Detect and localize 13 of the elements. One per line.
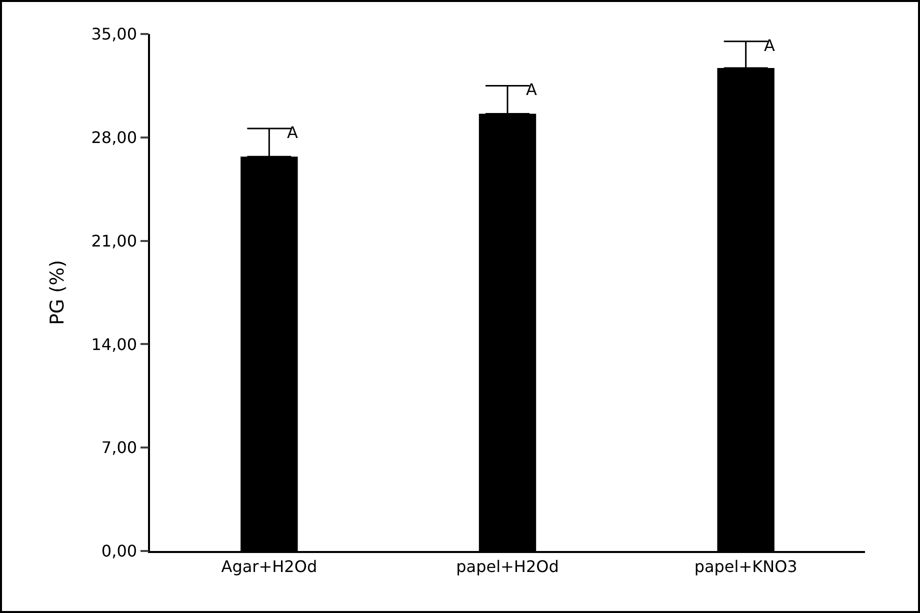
annotation: A xyxy=(764,36,775,55)
y-axis-title: PG (%) xyxy=(46,260,69,326)
annotation: A xyxy=(287,123,298,142)
y-tick-label: 35,00 xyxy=(91,24,138,44)
y-tick-label: 7,00 xyxy=(101,438,138,458)
x-tick-label: Agar+H2Od xyxy=(221,556,318,576)
x-tick-label: papel+H2Od xyxy=(456,556,559,576)
y-tick-label: 14,00 xyxy=(91,334,138,354)
y-tick-label: 0,00 xyxy=(101,542,138,561)
x-tick-label: papel+KNO3 xyxy=(694,556,798,576)
annotation: A xyxy=(526,80,537,99)
y-tick-label: 21,00 xyxy=(91,231,138,250)
y-tick-label: 28,00 xyxy=(91,128,138,147)
